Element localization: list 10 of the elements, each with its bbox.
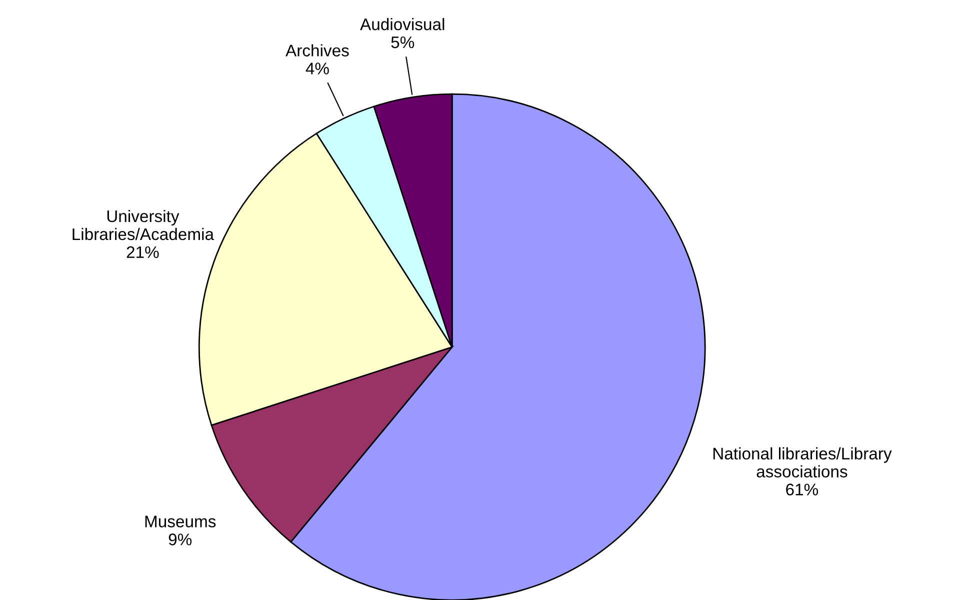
slice-label: Audiovisual: [360, 18, 444, 30]
data-label: 4%: [306, 62, 329, 74]
slice-label: National libraries/Library associations: [713, 447, 892, 478]
data-label: 61%: [786, 484, 818, 496]
data-label: 21%: [126, 246, 159, 258]
data-label: 9%: [168, 534, 192, 546]
slice-label: Archives: [286, 44, 349, 56]
slice-label: Museums: [145, 516, 216, 528]
data-label: 5%: [391, 36, 414, 48]
slice-label: University Libraries/Academia: [72, 210, 214, 240]
